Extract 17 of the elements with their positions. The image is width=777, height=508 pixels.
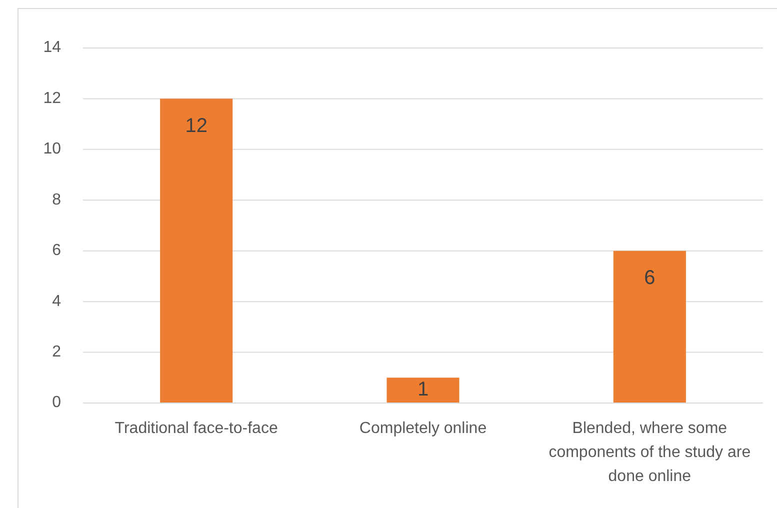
y-tick-label: 12 bbox=[43, 90, 62, 107]
y-tick-label: 6 bbox=[52, 242, 62, 260]
y-tick-label: 8 bbox=[52, 191, 62, 208]
y-tick-label: 4 bbox=[52, 292, 62, 310]
y-tick-label: 10 bbox=[43, 140, 62, 158]
bar bbox=[613, 250, 686, 403]
data-label: 1 bbox=[417, 378, 429, 401]
data-label: 6 bbox=[644, 267, 656, 290]
y-tick-label: 2 bbox=[52, 344, 62, 361]
data-label: 12 bbox=[185, 114, 208, 137]
y-tick-label: 14 bbox=[43, 39, 62, 56]
bar bbox=[386, 378, 460, 403]
bar bbox=[160, 98, 233, 403]
x-tick-label: Completely online bbox=[359, 420, 487, 437]
x-tick-label: Traditional face-to-face bbox=[114, 420, 278, 437]
x-tick-label: Blended, where some components of the study are done online bbox=[548, 420, 751, 485]
y-tick-label: 0 bbox=[52, 394, 62, 412]
